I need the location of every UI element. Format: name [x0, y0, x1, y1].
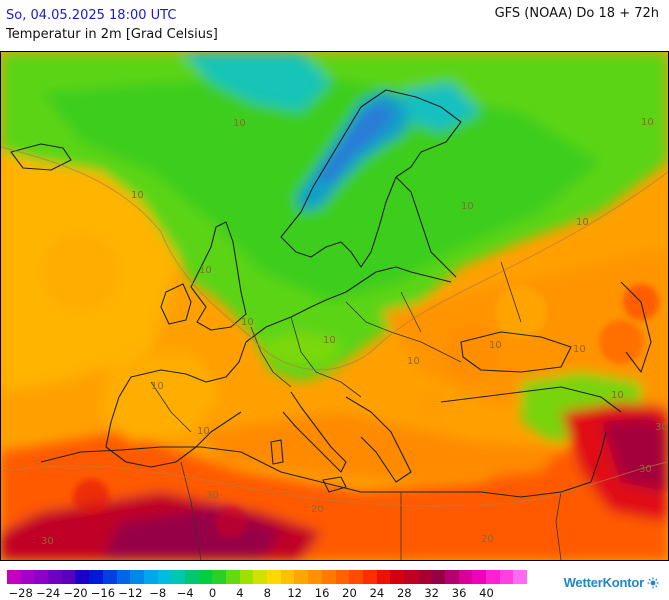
cold-arctic [181, 52, 331, 112]
legend-color-cell [20, 570, 35, 584]
legend-color-cell [226, 570, 240, 584]
contour-label: 10 [241, 317, 254, 328]
legend-color-cell [321, 570, 336, 584]
contour-label: 10 [489, 340, 502, 351]
contour-label: 10 [576, 217, 589, 228]
legend-color-cell [7, 570, 21, 584]
cool-alps [261, 332, 341, 367]
contour-label: 30 [206, 490, 219, 501]
contour-label: 10 [461, 201, 474, 212]
model-run-label: GFS (NOAA) Do 18 + 72h [494, 6, 659, 21]
contour-label: 20 [481, 534, 494, 545]
legend-tick-label: 32 [424, 586, 440, 600]
mediterranean [201, 412, 561, 482]
contour-label: 10 [197, 426, 210, 437]
legend-color-cell [171, 570, 185, 584]
legend-tick-label: 28 [396, 586, 412, 600]
legend-color-cell [335, 570, 350, 584]
legend-tick-label: 20 [342, 586, 357, 600]
legend-color-cell [280, 570, 295, 584]
legend-tick-label: 0 [208, 586, 217, 600]
legend-color-cell [198, 570, 213, 584]
coastlines [10, 89, 652, 560]
legend-tick-label: 12 [287, 586, 303, 600]
legend-tick-label: 40 [479, 586, 494, 600]
legend-tick-label: 36 [451, 586, 467, 600]
legend-color-cell [417, 570, 432, 584]
legend-color-cell [390, 570, 404, 584]
cold-scandinavia-core [313, 102, 396, 182]
temperature-map[interactable]: 10 10 10 10 10 10 10 10 10 10 10 10 10 1… [0, 51, 669, 561]
parameter-title: Temperatur in 2m [Grad Celsius] [6, 27, 218, 42]
contour-label: 10 [611, 390, 624, 401]
contour-label: 10 [131, 190, 144, 201]
legend-color-cell [75, 570, 90, 584]
brand-name: WetterKontor [563, 575, 645, 590]
legend-tick-label: −12 [118, 586, 143, 600]
contour-label: 30 [41, 536, 54, 547]
hot-middle-east-core [601, 417, 668, 492]
legend-color-cell [89, 570, 103, 584]
legend-color-cell [403, 570, 418, 584]
legend-color-cell [431, 570, 445, 584]
contour-label: 10 [641, 117, 654, 128]
legend-color-cell [267, 570, 281, 584]
forecast-datetime: So, 04.05.2025 18:00 UTC [6, 8, 177, 23]
legend-color-cell [445, 570, 459, 584]
legend-color-cell [239, 570, 254, 584]
legend-color-cell [116, 570, 131, 584]
color-scale-legend [7, 570, 528, 584]
legend-color-cell [157, 570, 172, 584]
legend-tick-label: 8 [263, 586, 271, 600]
legend-color-cell [513, 570, 528, 584]
legend-color-cell [61, 570, 76, 584]
contour-label: 10 [407, 356, 420, 367]
legend-color-cell [184, 570, 199, 584]
legend-color-cell [486, 570, 500, 584]
legend-color-cell [376, 570, 391, 584]
legend-color-cell [143, 570, 158, 584]
contour-label: 10 [199, 265, 212, 276]
contour-label: 10 [151, 381, 164, 392]
legend-color-cell [48, 570, 62, 584]
legend-color-cell [362, 570, 377, 584]
legend-color-cell [458, 570, 473, 584]
contour-label: 30 [639, 464, 652, 475]
legend-color-cell [253, 570, 268, 584]
contour-label: 10 [323, 335, 336, 346]
legend-tick-label: 4 [236, 586, 244, 600]
legend-tick-label: −16 [90, 586, 116, 600]
map-header: So, 04.05.2025 18:00 UTC Temperatur in 2… [6, 6, 218, 44]
legend-tick-label: −24 [35, 586, 61, 600]
legend-tick-label: 24 [369, 586, 385, 600]
contour-label: 10 [573, 344, 586, 355]
sun-icon [647, 577, 659, 588]
legend-tick-label: 16 [314, 586, 330, 600]
legend-color-cell [102, 570, 117, 584]
isotherm-lines [1, 146, 668, 507]
legend-color-cell [499, 570, 514, 584]
legend-color-cell [294, 570, 309, 584]
legend-color-cell [212, 570, 226, 584]
legend-tick-label: −4 [176, 586, 194, 600]
legend-color-cell [472, 570, 487, 584]
legend-color-cell [308, 570, 322, 584]
contour-label: 20 [311, 504, 324, 515]
legend-color-cell [34, 570, 49, 584]
contour-label: 10 [233, 118, 246, 129]
legend-tick-label: −8 [149, 586, 167, 600]
legend-tick-labels: −28 −24 −20 −16 −12 −8 −4 0 4 8 12 16 20 24 28 32 36 40 [0, 586, 540, 600]
contour-label: 30 [655, 422, 668, 433]
legend-tick-label: −20 [63, 586, 88, 600]
legend-color-cell [130, 570, 144, 584]
brand-logo[interactable]: WetterKontor [564, 575, 659, 590]
legend-tick-label: −28 [8, 586, 33, 600]
legend-color-cell [349, 570, 363, 584]
